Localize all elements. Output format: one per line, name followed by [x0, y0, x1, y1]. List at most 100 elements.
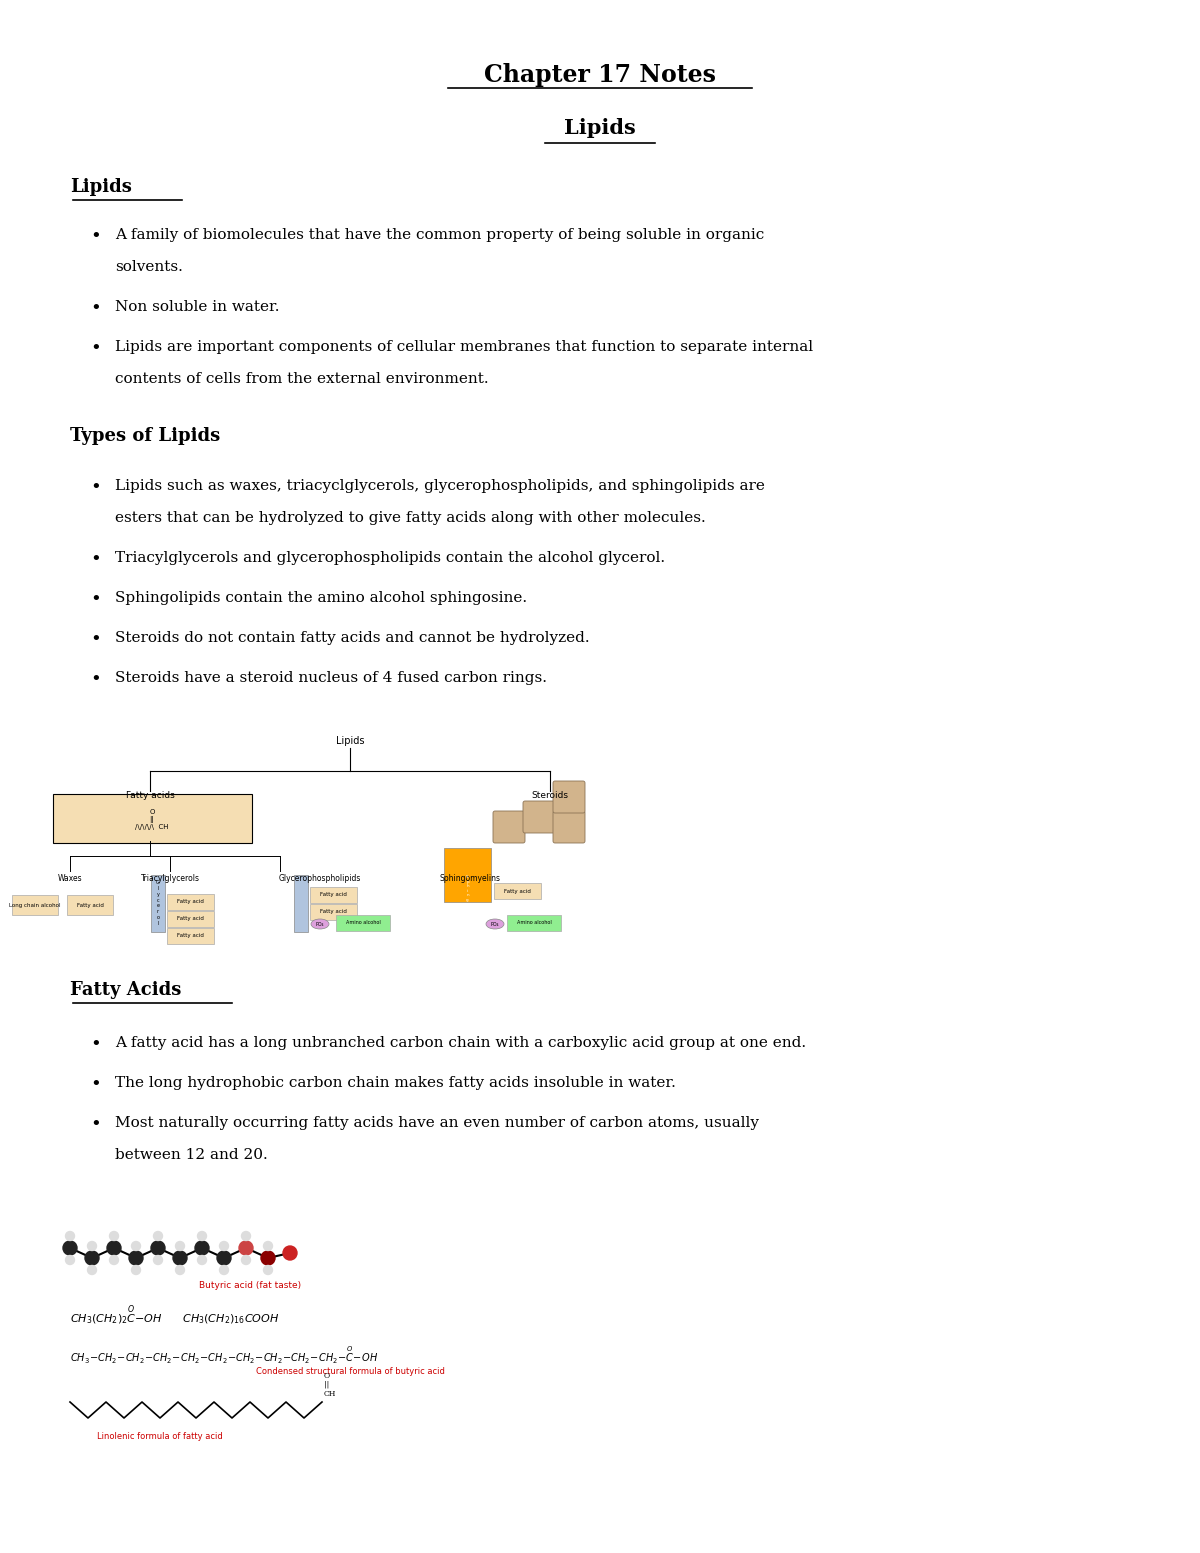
Circle shape: [132, 1266, 140, 1275]
Circle shape: [173, 1252, 187, 1266]
Text: •: •: [90, 478, 101, 497]
Text: Triacylglycerols and glycerophospholipids contain the alcohol glycerol.: Triacylglycerols and glycerophospholipid…: [115, 551, 665, 565]
Circle shape: [109, 1232, 119, 1241]
Text: Lipids are important components of cellular membranes that function to separate : Lipids are important components of cellu…: [115, 340, 814, 354]
FancyBboxPatch shape: [523, 801, 556, 832]
Text: $CH_3(CH_2)_2$$\overset{O}{\underset{}{C}}$$-OH$      $CH_3(CH_2)_{16}COOH$: $CH_3(CH_2)_2$$\overset{O}{\underset{}{C…: [70, 1303, 280, 1326]
Text: •: •: [90, 671, 101, 690]
Circle shape: [151, 1241, 166, 1255]
Circle shape: [175, 1241, 185, 1250]
Circle shape: [88, 1241, 96, 1250]
Text: Most naturally occurring fatty acids have an even number of carbon atoms, usuall: Most naturally occurring fatty acids hav…: [115, 1117, 760, 1131]
Text: Fatty acid: Fatty acid: [176, 899, 204, 904]
Text: $CH_3\!-\!CH_2\!-\!CH_2\!-\!CH_2\!-\!CH_2\!-\!CH_2\!-\!CH_2\!-\!CH_2\!-\!CH_2\!-: $CH_3\!-\!CH_2\!-\!CH_2\!-\!CH_2\!-\!CH_…: [70, 1345, 378, 1367]
FancyBboxPatch shape: [494, 884, 541, 899]
Text: PO₄: PO₄: [316, 921, 324, 927]
FancyBboxPatch shape: [67, 895, 113, 915]
Text: Lipids: Lipids: [564, 118, 636, 138]
Text: Triacylglycerols: Triacylglycerols: [140, 874, 199, 884]
FancyBboxPatch shape: [553, 811, 586, 843]
Circle shape: [66, 1232, 74, 1241]
Text: Chapter 17 Notes: Chapter 17 Notes: [484, 64, 716, 87]
Text: •: •: [90, 340, 101, 359]
Text: •: •: [90, 1117, 101, 1134]
Text: Steroids: Steroids: [532, 790, 569, 800]
Text: G
l
y
c
e
r
o
l: G l y c e r o l: [156, 881, 160, 926]
Text: •: •: [90, 1076, 101, 1093]
Circle shape: [198, 1232, 206, 1241]
Circle shape: [241, 1255, 251, 1264]
Text: Fatty acid: Fatty acid: [77, 902, 103, 907]
FancyBboxPatch shape: [167, 912, 214, 927]
Text: Sphingomyelins: Sphingomyelins: [439, 874, 500, 884]
FancyBboxPatch shape: [294, 874, 308, 932]
Circle shape: [132, 1241, 140, 1250]
Text: S
p
h
i
n
g
o
s
i
n
e: S p h i n g o s i n e: [466, 874, 469, 926]
Text: Fatty Acids: Fatty Acids: [70, 981, 181, 999]
Circle shape: [66, 1255, 74, 1264]
Circle shape: [175, 1266, 185, 1275]
FancyBboxPatch shape: [53, 794, 252, 843]
Text: •: •: [90, 228, 101, 245]
Text: Fatty acid: Fatty acid: [319, 909, 347, 913]
Ellipse shape: [311, 919, 329, 929]
Text: Fatty acids: Fatty acids: [126, 790, 174, 800]
Text: between 12 and 20.: between 12 and 20.: [115, 1148, 268, 1162]
Text: •: •: [90, 592, 101, 609]
Text: •: •: [90, 631, 101, 649]
FancyBboxPatch shape: [167, 929, 214, 944]
Text: A fatty acid has a long unbranched carbon chain with a carboxylic acid group at : A fatty acid has a long unbranched carbo…: [115, 1036, 806, 1050]
Text: Sphingolipids contain the amino alcohol sphingosine.: Sphingolipids contain the amino alcohol …: [115, 592, 527, 606]
Text: •: •: [90, 1036, 101, 1054]
FancyBboxPatch shape: [12, 895, 58, 915]
Text: contents of cells from the external environment.: contents of cells from the external envi…: [115, 373, 488, 387]
Text: Fatty acid: Fatty acid: [319, 891, 347, 896]
Text: Waxes: Waxes: [58, 874, 83, 884]
Text: •: •: [90, 551, 101, 568]
Circle shape: [239, 1241, 253, 1255]
Circle shape: [107, 1241, 121, 1255]
FancyBboxPatch shape: [508, 915, 562, 930]
Text: Steroids do not contain fatty acids and cannot be hydrolyzed.: Steroids do not contain fatty acids and …: [115, 631, 589, 644]
Circle shape: [283, 1246, 298, 1259]
Circle shape: [154, 1255, 162, 1264]
Text: The long hydrophobic carbon chain makes fatty acids insoluble in water.: The long hydrophobic carbon chain makes …: [115, 1076, 676, 1090]
Text: •: •: [90, 300, 101, 318]
Text: O
||
/\/\/\/\  CH: O || /\/\/\/\ CH: [136, 809, 169, 829]
Text: A family of biomolecules that have the common property of being soluble in organ: A family of biomolecules that have the c…: [115, 228, 764, 242]
Text: Lipids: Lipids: [70, 179, 132, 196]
Circle shape: [194, 1241, 209, 1255]
Circle shape: [220, 1266, 228, 1275]
Text: Linolenic formula of fatty acid: Linolenic formula of fatty acid: [97, 1432, 223, 1441]
Text: Butyric acid (fat taste): Butyric acid (fat taste): [199, 1281, 301, 1291]
Text: Types of Lipids: Types of Lipids: [70, 427, 221, 446]
FancyBboxPatch shape: [151, 874, 166, 932]
FancyBboxPatch shape: [336, 915, 390, 930]
Ellipse shape: [486, 919, 504, 929]
Text: Lipids such as waxes, triacyclglycerols, glycerophospholipids, and sphingolipids: Lipids such as waxes, triacyclglycerols,…: [115, 478, 764, 492]
Text: esters that can be hydrolyzed to give fatty acids along with other molecules.: esters that can be hydrolyzed to give fa…: [115, 511, 706, 525]
Circle shape: [198, 1255, 206, 1264]
Circle shape: [85, 1252, 98, 1266]
FancyBboxPatch shape: [310, 904, 358, 919]
Text: Condensed structural formula of butyric acid: Condensed structural formula of butyric …: [256, 1367, 444, 1376]
Circle shape: [154, 1232, 162, 1241]
Circle shape: [264, 1241, 272, 1250]
Text: Amino alcohol: Amino alcohol: [517, 919, 551, 926]
FancyBboxPatch shape: [444, 848, 491, 902]
Circle shape: [262, 1252, 275, 1266]
Text: Steroids have a steroid nucleus of 4 fused carbon rings.: Steroids have a steroid nucleus of 4 fus…: [115, 671, 547, 685]
FancyBboxPatch shape: [493, 811, 526, 843]
Text: Lipids: Lipids: [336, 736, 365, 745]
Circle shape: [88, 1266, 96, 1275]
FancyBboxPatch shape: [553, 781, 586, 814]
Circle shape: [217, 1252, 232, 1266]
Text: Glycerophospholipids: Glycerophospholipids: [278, 874, 361, 884]
Circle shape: [109, 1255, 119, 1264]
Circle shape: [241, 1232, 251, 1241]
Text: Fatty acid: Fatty acid: [176, 932, 204, 938]
Text: Amino alcohol: Amino alcohol: [346, 919, 380, 926]
Circle shape: [220, 1241, 228, 1250]
Circle shape: [64, 1241, 77, 1255]
Text: PO₄: PO₄: [491, 921, 499, 927]
